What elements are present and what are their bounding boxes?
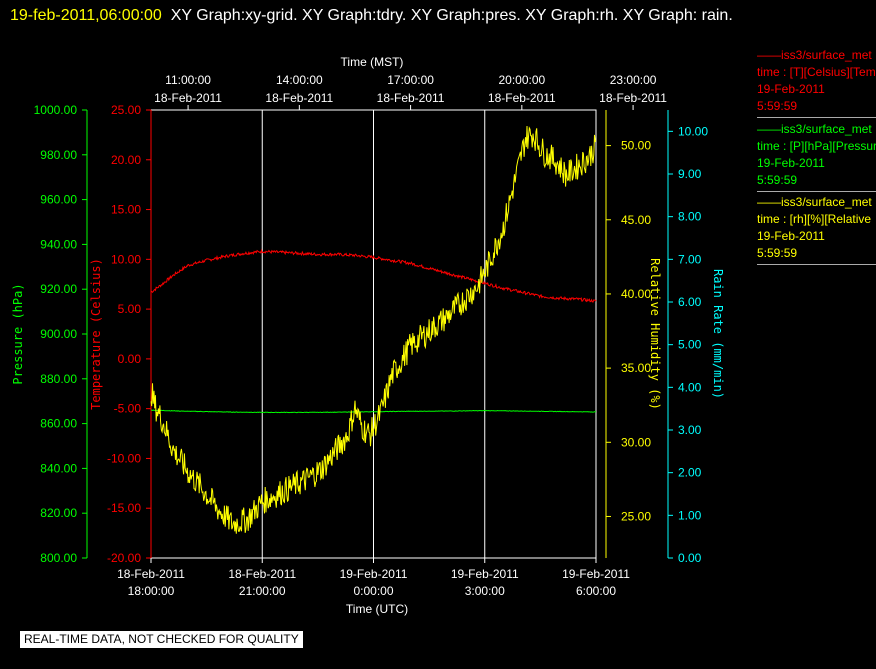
temperature-tick-label: 10.00 (111, 252, 141, 266)
rain-tick-label: 0.00 (678, 551, 702, 565)
timestamp: 19-feb-2011,06:00:00 (10, 7, 162, 24)
top-axis-title: Time (MST) (341, 55, 404, 69)
pressure-axis-title: Pressure (hPa) (11, 283, 25, 384)
bottom-tick-date: 19-Feb-2011 (562, 567, 630, 581)
pressure-tick-label: 840.00 (40, 461, 77, 475)
bottom-tick-date: 18-Feb-2011 (228, 567, 296, 581)
top-tick-date: 18-Feb-2011 (599, 91, 667, 105)
series-line-pressure (151, 409, 596, 414)
top-tick-date: 18-Feb-2011 (265, 91, 333, 105)
legend-line-var: time : [P][hPa][Pressure (757, 139, 876, 153)
temperature-tick-label: -5.00 (114, 402, 142, 416)
legend-line-date: 19-Feb-2011 (757, 229, 825, 243)
legend-line-name: ——iss3/surface_met (757, 122, 872, 136)
top-tick-date: 18-Feb-2011 (377, 91, 445, 105)
rain-tick-label: 4.00 (678, 380, 702, 394)
temperature-tick-label: -15.00 (107, 501, 141, 515)
legend-line-time: 5:59:59 (757, 99, 798, 113)
top-tick-time: 17:00:00 (387, 73, 434, 87)
pressure-tick-label: 900.00 (40, 327, 77, 341)
temperature-tick-label: 5.00 (118, 302, 142, 316)
temperature-tick-label: -20.00 (107, 551, 141, 565)
rain-tick-label: 10.00 (678, 124, 708, 138)
bottom-tick-time: 6:00:00 (576, 584, 616, 598)
rain-tick-label: 3.00 (678, 423, 702, 437)
pressure-tick-label: 860.00 (40, 417, 77, 431)
bottom-tick-time: 21:00:00 (239, 584, 286, 598)
rain-tick-label: 2.00 (678, 466, 702, 480)
legend-separator (757, 264, 876, 265)
rh-tick-label: 35.00 (621, 361, 651, 375)
pressure-tick-label: 800.00 (40, 551, 77, 565)
temperature-tick-label: -10.00 (107, 451, 141, 465)
legend-line-date: 19-Feb-2011 (757, 82, 825, 96)
legend-line-name: ——iss3/surface_met (757, 195, 872, 209)
top-tick-time: 20:00:00 (498, 73, 545, 87)
legend-line-time: 5:59:59 (757, 246, 798, 260)
pressure-tick-label: 940.00 (40, 237, 77, 251)
pressure-tick-label: 1000.00 (34, 103, 78, 117)
bottom-tick-date: 19-Feb-2011 (340, 567, 408, 581)
legend-line-time: 5:59:59 (757, 173, 798, 187)
rh-axis-title: Relative Humidity (%) (648, 258, 662, 410)
temperature-axis-title: Temperature (Celsius) (89, 258, 103, 410)
temperature-tick-label: 0.00 (118, 352, 142, 366)
legend-line-date: 19-Feb-2011 (757, 156, 825, 170)
top-tick-date: 18-Feb-2011 (154, 91, 222, 105)
rh-tick-label: 40.00 (621, 287, 651, 301)
bottom-tick-date: 19-Feb-2011 (451, 567, 519, 581)
legend-line-name: ——iss3/surface_met (757, 48, 872, 62)
legend-separator (757, 191, 876, 192)
rh-tick-label: 30.00 (621, 435, 651, 449)
rain-tick-label: 9.00 (678, 167, 702, 181)
pressure-tick-label: 960.00 (40, 193, 77, 207)
legend-temperature: ——iss3/surface_met time : [T][Celsius][T… (757, 47, 876, 118)
series-line-temperature (150, 248, 597, 303)
rain-tick-label: 1.00 (678, 508, 702, 522)
pressure-tick-label: 820.00 (40, 506, 77, 520)
quality-banner: REAL-TIME DATA, NOT CHECKED FOR QUALITY (20, 631, 303, 648)
top-tick-time: 23:00:00 (610, 73, 657, 87)
legend-pressure: ——iss3/surface_met time : [P][hPa][Press… (757, 121, 876, 192)
rain-axis-title: Rain Rate (mm/min) (711, 269, 725, 399)
bottom-tick-date: 18-Feb-2011 (117, 567, 185, 581)
legend-rh: ——iss3/surface_met time : [rh][%][Relati… (757, 194, 876, 265)
bottom-tick-time: 3:00:00 (465, 584, 505, 598)
rain-tick-label: 7.00 (678, 252, 702, 266)
rain-tick-label: 5.00 (678, 338, 702, 352)
legend-separator (757, 117, 876, 118)
rain-tick-label: 8.00 (678, 210, 702, 224)
bottom-axis-title: Time (UTC) (346, 602, 408, 616)
rh-tick-label: 45.00 (621, 213, 651, 227)
legend-line-var: time : [rh][%][Relative (757, 212, 872, 226)
top-tick-time: 14:00:00 (276, 73, 323, 87)
rh-tick-label: 25.00 (621, 509, 651, 523)
page-title: 19-feb-2011,06:00:00 XY Graph:xy-grid. X… (10, 3, 860, 28)
graph-list: XY Graph:xy-grid. XY Graph:tdry. XY Grap… (170, 7, 733, 24)
bottom-tick-time: 18:00:00 (128, 584, 175, 598)
temperature-tick-label: 20.00 (111, 153, 141, 167)
top-tick-date: 18-Feb-2011 (488, 91, 556, 105)
pressure-tick-label: 880.00 (40, 372, 77, 386)
rain-tick-label: 6.00 (678, 295, 702, 309)
temperature-tick-label: 15.00 (111, 203, 141, 217)
pressure-tick-label: 980.00 (40, 148, 77, 162)
bottom-tick-time: 0:00:00 (353, 584, 393, 598)
legend-line-var: time : [T][Celsius][Temp (757, 65, 876, 79)
series-line-rh (150, 125, 597, 534)
top-tick-time: 11:00:00 (165, 73, 211, 87)
temperature-tick-label: 25.00 (111, 103, 141, 117)
pressure-tick-label: 920.00 (40, 282, 77, 296)
rh-tick-label: 50.00 (621, 139, 651, 153)
